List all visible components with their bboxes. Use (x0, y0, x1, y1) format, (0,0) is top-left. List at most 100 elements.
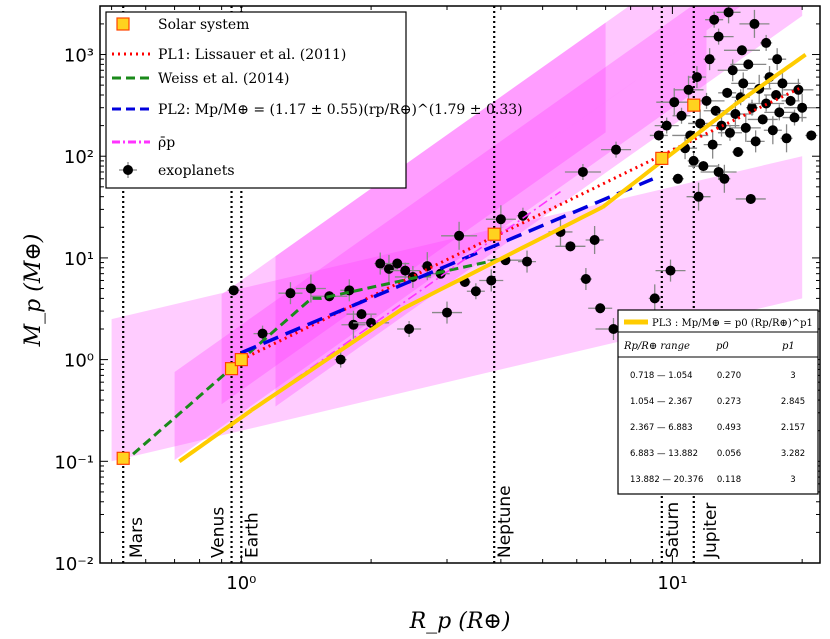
exoplanet-point (366, 317, 377, 328)
exoplanet-point (777, 78, 788, 89)
pl3-table-header: p0 (716, 341, 729, 352)
exoplanet-point (727, 65, 738, 76)
exoplanet-point (722, 87, 733, 98)
pl3-table-p0: 0.493 (717, 423, 741, 433)
exoplanet-point (745, 193, 756, 204)
pl3-table-p1: 3.282 (781, 449, 805, 459)
exoplanet-point (348, 319, 359, 330)
solar-planet-marker (224, 362, 239, 376)
pl3-table-p0: 0.056 (717, 449, 741, 459)
exoplanet-point (750, 136, 761, 147)
exoplanet-point (774, 107, 785, 118)
pl3-segment (250, 307, 404, 412)
pl3-table-p1: 3 (790, 475, 795, 485)
exoplanet-point (691, 72, 702, 83)
exoplanet-point (710, 105, 721, 116)
density-band (275, 30, 707, 407)
exoplanet-point (672, 173, 683, 184)
pl3-segment (401, 205, 604, 311)
exoplanet-point (486, 275, 497, 286)
pl3-table-range: 1.054 — 2.367 (630, 397, 693, 407)
pl3-table-range: 6.883 — 13.882 (630, 449, 698, 459)
pl3-table-p0: 0.270 (717, 371, 741, 381)
x-tick-label: 10⁰ (226, 573, 256, 594)
pl3-segment (178, 408, 253, 463)
pl1-curve (230, 85, 803, 368)
exoplanet-point (517, 210, 528, 221)
exoplanet-point (661, 120, 672, 131)
exoplanet-point (595, 303, 606, 314)
exoplanet-point (356, 309, 367, 320)
exoplanet-point (785, 95, 796, 106)
y-tick-label: 10² (64, 147, 94, 168)
exoplanet-point (719, 173, 730, 184)
exoplanet-point (730, 109, 741, 120)
planet-label: Saturn (663, 502, 683, 558)
exoplanet-point (749, 18, 760, 29)
exoplanet-point (676, 110, 687, 121)
exoplanet-point (806, 130, 817, 141)
exoplanet-point (707, 139, 718, 150)
legend-box (105, 11, 407, 189)
pl3-table-p0: 0.118 (717, 475, 741, 485)
y-tick-label: 10⁻² (54, 554, 94, 575)
exoplanet-point (771, 89, 782, 100)
exoplanet-point (701, 95, 712, 106)
exoplanet-point (649, 293, 660, 304)
planet-label: Jupiter (701, 503, 721, 559)
density-band (111, 156, 803, 462)
legend-swatch-exoplanet (123, 165, 133, 175)
exoplanet-point (454, 230, 465, 241)
exoplanet-point (305, 283, 316, 294)
exoplanet-point (404, 323, 415, 334)
x-tick-label: 10¹ (657, 573, 687, 594)
exoplanet-point (693, 191, 704, 202)
exoplanet-point (724, 127, 735, 138)
exoplanet-point (422, 261, 433, 272)
solar-planet-marker (487, 227, 501, 241)
pl3-segment (732, 52, 807, 108)
pl2-curve (240, 177, 654, 355)
exoplanet-point (400, 265, 411, 276)
y-tick-label: 10⁻¹ (54, 452, 94, 473)
plot-frame (99, 5, 821, 564)
y-tick-label: 10³ (64, 46, 94, 67)
planet-label: Venus (209, 507, 229, 558)
pl3-table-title: PL3 : Mp/M⊕ = p0 (Rp/R⊕)^p1 (652, 318, 813, 329)
exoplanet-point (713, 31, 724, 42)
exoplanet-point (716, 120, 727, 131)
exoplanet-point (797, 102, 808, 113)
exoplanet-point (608, 323, 619, 334)
exoplanet-point (767, 125, 778, 136)
legend-label: PL1: Lissauer et al. (2011) (158, 47, 346, 63)
pl3-table-header: p1 (782, 341, 795, 352)
planet-label: Neptune (495, 485, 515, 558)
exoplanet-point (698, 161, 709, 172)
exoplanet-point (688, 155, 699, 166)
exoplanet-point (757, 114, 768, 125)
exoplanet-point (709, 14, 720, 25)
density-band (221, 22, 606, 405)
solar-planet-marker (655, 151, 669, 165)
exoplanet-point (495, 214, 506, 225)
exoplanet-point (565, 241, 576, 252)
exoplanet-point (653, 130, 664, 141)
y-tick-label: 10¹ (64, 249, 94, 270)
solar-planet-marker (687, 98, 701, 112)
exoplanet-point (789, 112, 800, 123)
exoplanet-point (335, 354, 346, 365)
exoplanet-point (772, 54, 783, 65)
y-tick-label: 10⁰ (64, 351, 94, 372)
exoplanet-point (392, 258, 403, 269)
planet-label: Earth (242, 512, 262, 558)
legend-label: ρ̄p (158, 135, 175, 151)
exoplanet-point (738, 78, 749, 89)
exoplanet-point (683, 84, 694, 95)
exoplanet-point (781, 133, 792, 144)
x-axis-title: R_p (R⊕) (409, 609, 511, 634)
exoplanet-point (665, 265, 676, 276)
pl3-table-p1: 2.157 (781, 423, 805, 433)
pl3-table-p1: 2.845 (781, 397, 805, 407)
weiss-curve (121, 257, 502, 465)
exoplanet-point (228, 285, 239, 296)
